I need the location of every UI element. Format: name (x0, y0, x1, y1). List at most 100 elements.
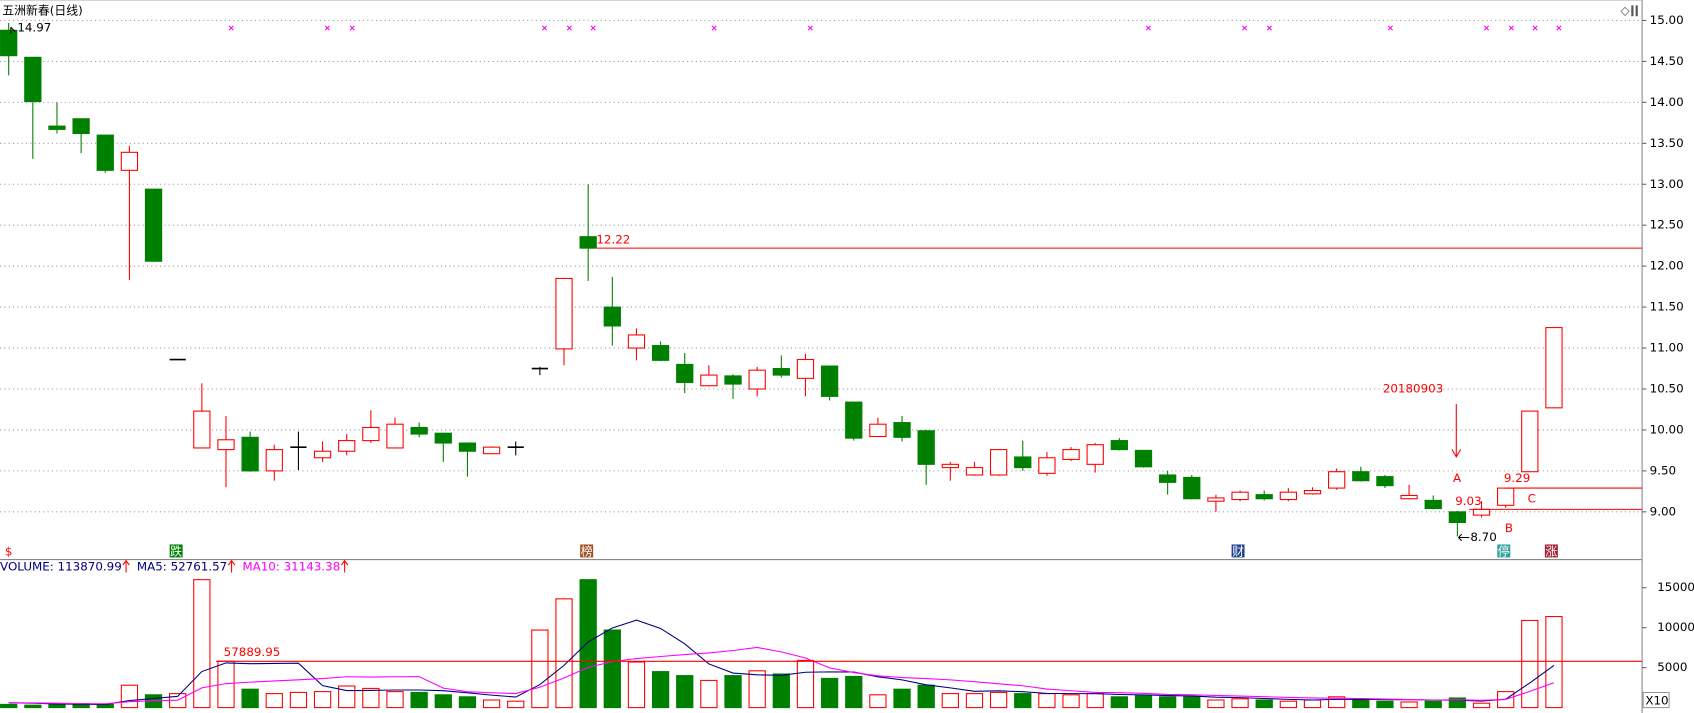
candle-body (1231, 491, 1249, 501)
volume-bar (748, 670, 766, 709)
event-marker (1556, 25, 1562, 31)
volume-bar (458, 696, 477, 709)
candle-body (1472, 508, 1491, 516)
candle-body (1038, 457, 1056, 474)
price-line-label: 12.22 (596, 232, 630, 246)
candle-body (1086, 444, 1104, 465)
legend-arrow (122, 559, 130, 573)
volume-bar (241, 688, 259, 709)
y-tick-label: 5000 (1657, 660, 1687, 674)
event-icon: $ (5, 545, 13, 559)
volume-bar (820, 677, 839, 709)
volume-bar (651, 671, 670, 709)
y-tick-label: 10000 (1657, 620, 1694, 634)
candle-body (869, 423, 887, 438)
candle-body (1545, 327, 1563, 409)
candle-body (1352, 471, 1370, 482)
candle-body (1255, 494, 1273, 500)
volume-bar (917, 684, 935, 709)
event-icon: 停 (1498, 545, 1510, 559)
event-marker (1145, 25, 1151, 31)
volume-bar (1424, 700, 1442, 709)
event-icon-box (1544, 544, 1558, 558)
candle-body (1158, 474, 1177, 483)
volume-bar (724, 675, 742, 709)
volume-bar (120, 684, 139, 709)
candle-body (941, 463, 959, 469)
event-marker (711, 25, 717, 31)
extreme-label: 8.70 (1470, 530, 1496, 544)
volume-bar (1352, 698, 1370, 709)
annotation: 20180903 (1383, 381, 1443, 395)
candle-body (1303, 490, 1322, 495)
event-icon-box (169, 544, 183, 558)
candle-body (820, 365, 839, 397)
candle-body (917, 430, 935, 465)
event-marker (228, 25, 234, 31)
y-tick-label: 13.00 (1650, 177, 1684, 191)
toolbar-icon[interactable] (1631, 5, 1634, 17)
candle-body (603, 306, 621, 327)
volume-bar (1183, 696, 1201, 709)
annotation: C (1528, 492, 1536, 506)
candle-body (579, 236, 597, 249)
y-tick-label: 15000 (1657, 580, 1694, 594)
y-tick-label: 14.50 (1650, 54, 1684, 68)
volume-bar (555, 598, 573, 709)
event-icon: 财 (1232, 545, 1244, 559)
event-icon: 涨 (1545, 545, 1557, 559)
y-tick-label: 12.00 (1650, 259, 1684, 273)
event-icon-box (1231, 544, 1245, 558)
event-marker (1266, 25, 1272, 31)
price-line-label: 9.03 (1455, 494, 1481, 508)
event-icon-box (1497, 544, 1511, 558)
volume-bar (531, 629, 549, 709)
volume-bar (1545, 616, 1563, 709)
volume-bar (796, 659, 815, 709)
candle-body (1424, 499, 1442, 510)
candle-body (1110, 440, 1128, 451)
unit-box (1642, 691, 1670, 709)
event-marker (590, 25, 596, 31)
event-icon-box (580, 544, 594, 558)
volume-bar (676, 675, 694, 709)
candle-body (724, 375, 742, 385)
event-marker (541, 25, 548, 31)
event-marker (807, 25, 813, 31)
candle-body (989, 449, 1008, 476)
toolbar-icon[interactable] (1635, 5, 1638, 17)
candle-body (458, 442, 477, 452)
y-tick-label: 10.50 (1650, 381, 1684, 395)
price-line-label: 9.29 (1504, 471, 1530, 485)
volume-bar (313, 691, 332, 709)
extreme-arrow (1458, 533, 1470, 542)
volume-bar (1062, 694, 1080, 709)
volume-bar (1158, 696, 1177, 709)
candle-body (193, 410, 211, 449)
chart-title: 五洲新春(日线) (2, 3, 83, 17)
event-marker (1532, 25, 1538, 31)
candle-body (1062, 449, 1080, 460)
volume-bar (941, 693, 959, 709)
y-tick-label: 14.00 (1650, 95, 1684, 109)
toolbar-icon[interactable]: ◇ (1620, 3, 1630, 17)
volume-bar (338, 685, 356, 709)
candle-body (772, 367, 790, 376)
candle-body (1376, 476, 1394, 487)
volume-bar (1014, 693, 1032, 709)
candle-body (362, 426, 380, 442)
candle-body (48, 125, 66, 130)
volume-bar (1134, 695, 1153, 709)
candle-body (0, 29, 18, 57)
volume-bar (989, 691, 1008, 709)
event-marker (324, 25, 330, 31)
candle-body (651, 345, 670, 361)
candle-body (1497, 487, 1515, 506)
volume-bar (289, 691, 308, 709)
candle-body (700, 374, 718, 387)
candle-body (1014, 456, 1032, 469)
volume-bar (1207, 699, 1225, 709)
volume-bar (1521, 619, 1539, 709)
event-marker (1242, 25, 1248, 31)
volume-bar (434, 694, 452, 709)
